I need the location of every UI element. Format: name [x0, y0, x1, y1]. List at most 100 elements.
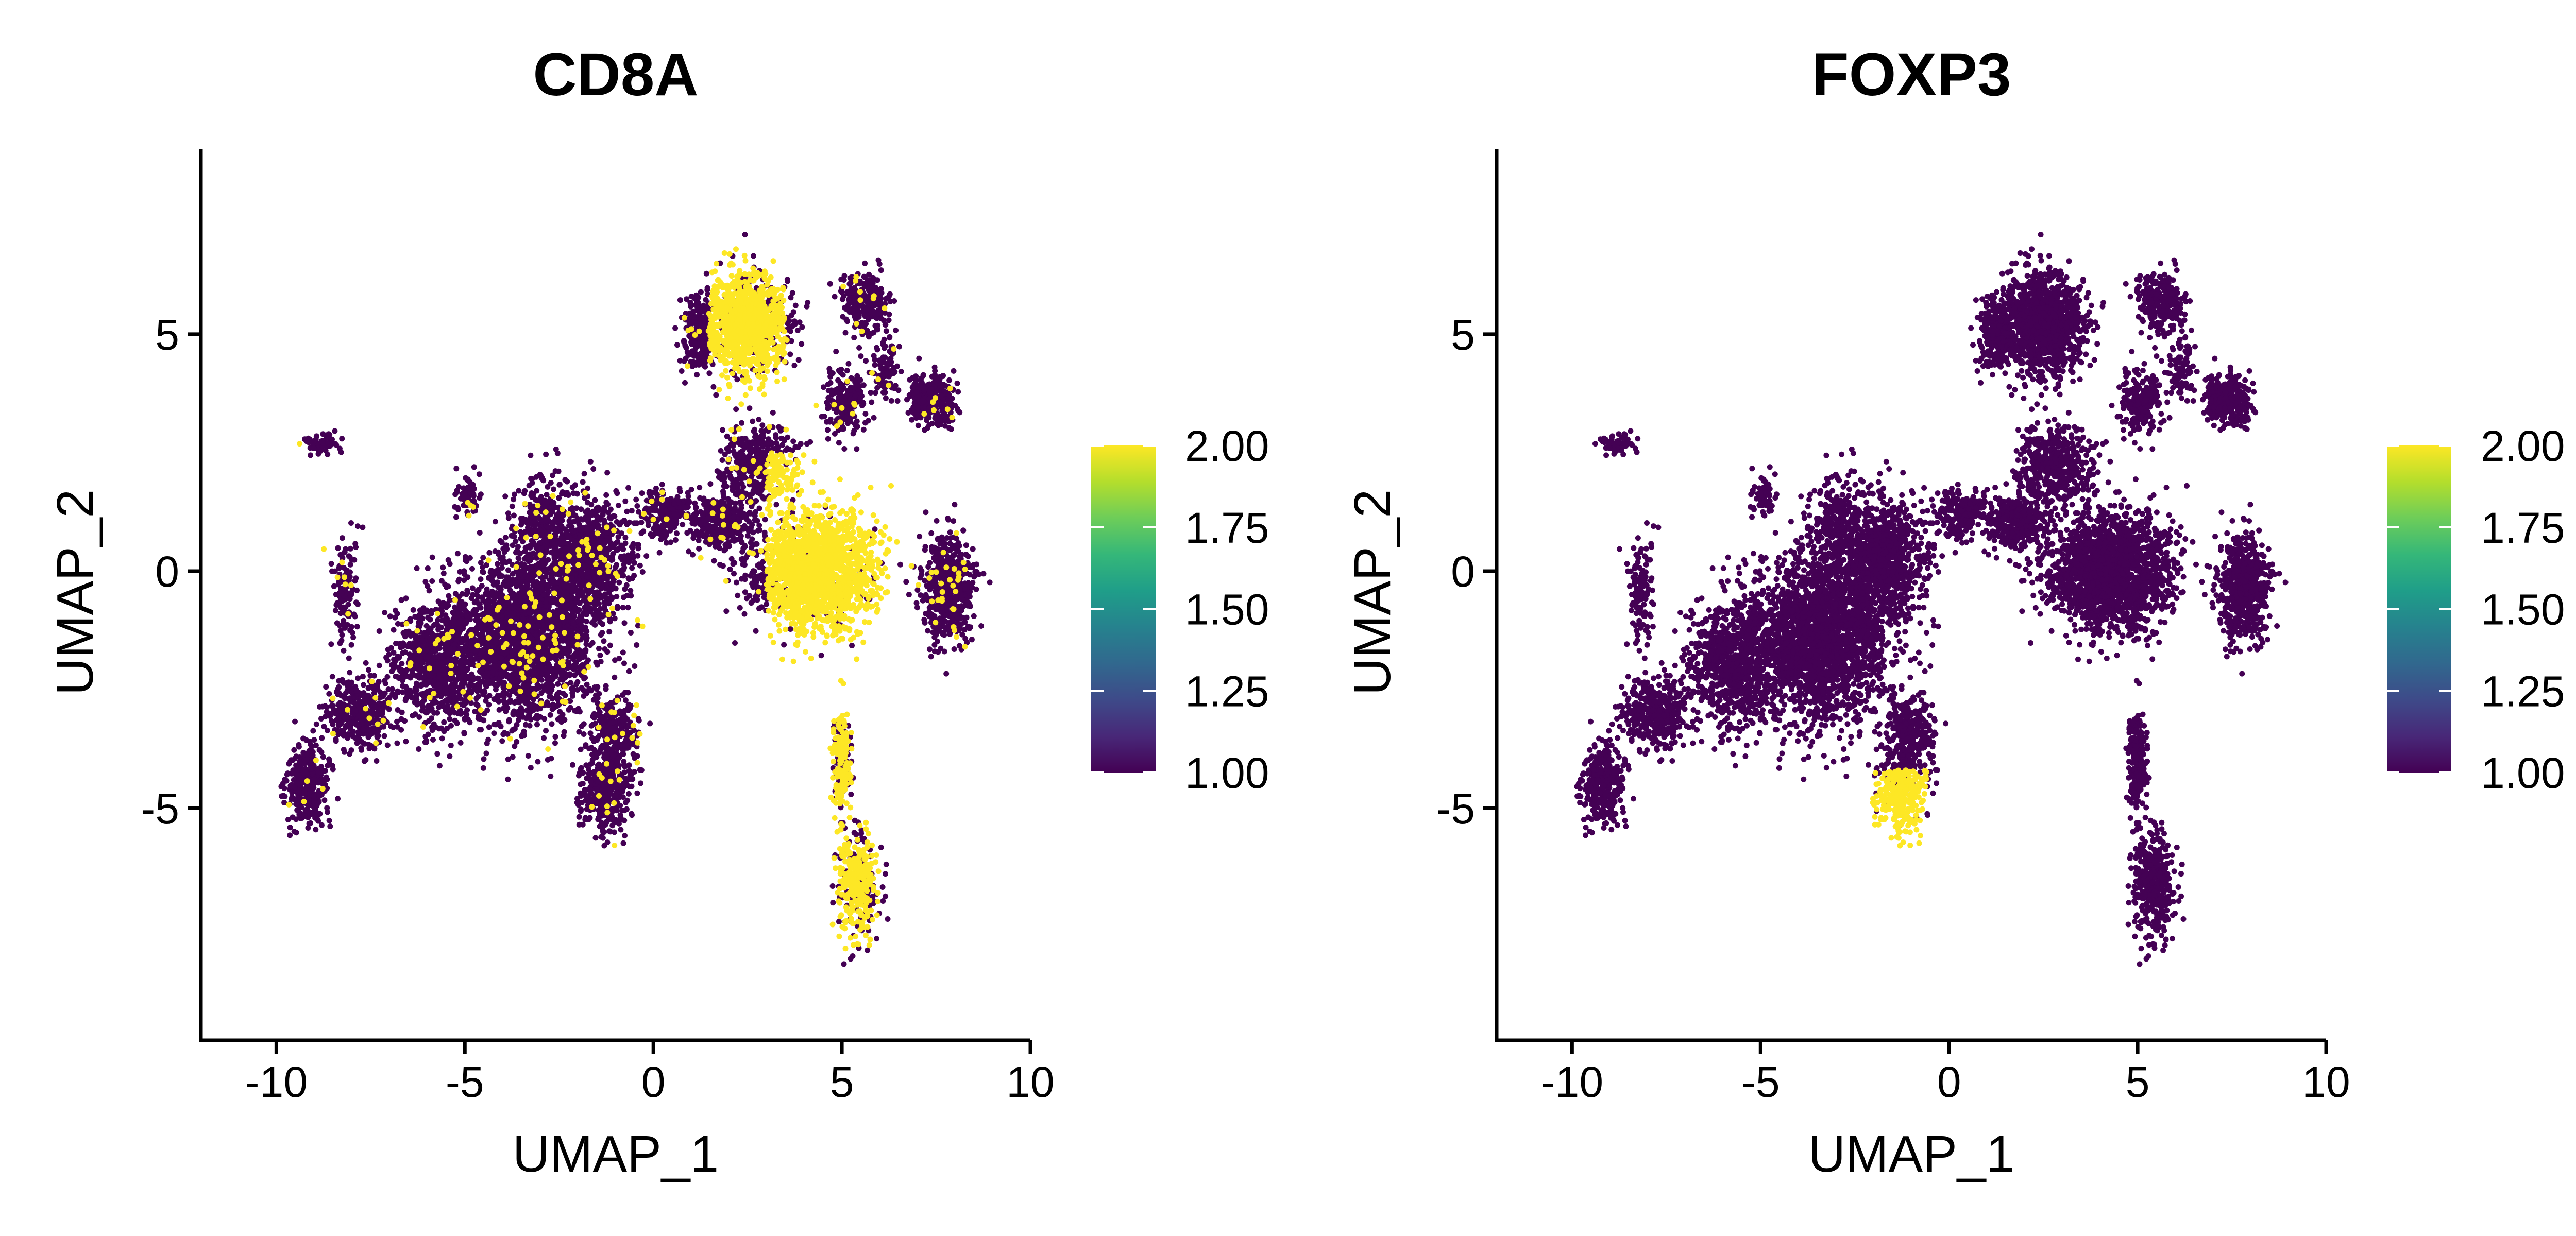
- cell-point-low: [336, 684, 342, 690]
- cell-point-low: [482, 646, 488, 651]
- cell-point-low: [564, 528, 569, 534]
- cell-point-low: [515, 544, 521, 550]
- cell-point-low: [572, 482, 578, 488]
- cell-point-low: [553, 446, 559, 452]
- cell-point-low: [425, 565, 431, 571]
- cell-point-low: [315, 770, 321, 776]
- cell-point-low: [426, 588, 432, 594]
- cell-point-low: [336, 622, 343, 628]
- cell-point-low: [412, 614, 418, 620]
- cell-point-low: [363, 660, 369, 666]
- cell-point-low: [311, 793, 317, 799]
- cell-point-low: [521, 490, 527, 496]
- cell-point-low: [512, 642, 518, 648]
- cell-point-low: [528, 564, 534, 570]
- cell-point-low: [352, 578, 358, 584]
- cell-point-low: [438, 660, 444, 666]
- cell-point-low: [596, 581, 602, 588]
- cell-point-low: [416, 746, 422, 752]
- cell-point-low: [376, 628, 382, 634]
- cell-point-low: [464, 618, 470, 624]
- cell-point-low: [622, 498, 629, 504]
- cell-point-low: [329, 718, 334, 724]
- cell-point-low: [347, 561, 353, 568]
- cell-point-low: [318, 716, 324, 722]
- cell-point-low: [519, 733, 524, 739]
- cell-point-low: [618, 530, 624, 537]
- cell-point-low: [629, 565, 635, 571]
- cell-point-low: [398, 668, 404, 674]
- cell-point-low: [505, 756, 511, 762]
- cell-point-low: [522, 722, 529, 728]
- cell-point-low: [562, 692, 568, 698]
- cell-point-low: [557, 571, 564, 577]
- cell-point-low: [582, 562, 588, 569]
- cell-point-low: [438, 578, 445, 584]
- cell-point-low: [540, 592, 547, 598]
- cell-point-low: [492, 519, 498, 525]
- cell-point-low: [601, 638, 607, 644]
- cell-point-low: [622, 586, 628, 592]
- cell-point-low: [540, 562, 546, 569]
- cell-point-low: [616, 579, 622, 586]
- cell-point-low: [534, 592, 540, 598]
- cell-point-low: [327, 823, 333, 829]
- cell-point-low: [566, 518, 572, 524]
- cell-point-low: [601, 604, 607, 610]
- cell-point-low: [529, 494, 535, 501]
- cell-point-low: [534, 579, 540, 585]
- cell-point-low: [470, 675, 476, 681]
- cell-point-low: [430, 736, 436, 743]
- cell-point-low: [554, 579, 561, 586]
- cell-point-low: [519, 708, 526, 714]
- cell-point-low: [394, 740, 400, 746]
- cell-point-low: [456, 626, 462, 632]
- cell-point-low: [581, 594, 586, 600]
- cell-point-low: [361, 692, 367, 698]
- cell-point-low: [512, 580, 518, 587]
- cell-point-low: [311, 776, 317, 782]
- cell-point-low: [584, 611, 590, 617]
- cell-point-low: [303, 757, 310, 763]
- cell-point-low: [441, 719, 447, 725]
- cell-point-low: [360, 713, 366, 719]
- cell-point-low: [376, 678, 382, 684]
- cell-point-low: [313, 827, 319, 833]
- cell-point-low: [451, 611, 457, 617]
- cell-point-low: [444, 584, 449, 590]
- cell-point-low: [426, 629, 432, 635]
- cell-point-low: [332, 607, 338, 613]
- cell-point-low: [502, 493, 509, 500]
- cell-point-low: [548, 773, 554, 779]
- cell-point-low: [361, 682, 366, 688]
- cell-point-low: [290, 770, 296, 776]
- cell-point-low: [516, 488, 522, 494]
- cell-point-low: [522, 572, 529, 578]
- cell-point-low: [326, 691, 332, 697]
- cell-point-low: [584, 628, 590, 634]
- cell-point-low: [516, 717, 522, 723]
- cell-point-low: [564, 590, 570, 596]
- cell-point-low: [339, 436, 345, 442]
- cell-point-low: [436, 705, 442, 711]
- cell-point-low: [346, 655, 352, 661]
- cell-point-low: [568, 663, 574, 670]
- cell-point-low: [495, 561, 500, 567]
- cell-point-low: [295, 795, 301, 801]
- cell-point-low: [532, 624, 538, 630]
- cell-point-low: [506, 581, 512, 587]
- cell-point-low: [297, 759, 303, 765]
- cell-point-low: [323, 684, 329, 690]
- cell-point-low: [341, 647, 347, 654]
- cell-point-low: [335, 796, 341, 802]
- cell-point-low: [346, 553, 352, 559]
- cell-point-low: [487, 569, 494, 575]
- cell-point-low: [643, 553, 650, 559]
- cell-point-low: [500, 624, 506, 630]
- cell-point-low: [454, 551, 461, 557]
- cell-point-low: [394, 718, 400, 725]
- cell-point-low: [543, 728, 549, 734]
- cell-point-low: [291, 777, 297, 783]
- cell-point-low: [545, 588, 551, 594]
- cell-point-low: [520, 616, 527, 622]
